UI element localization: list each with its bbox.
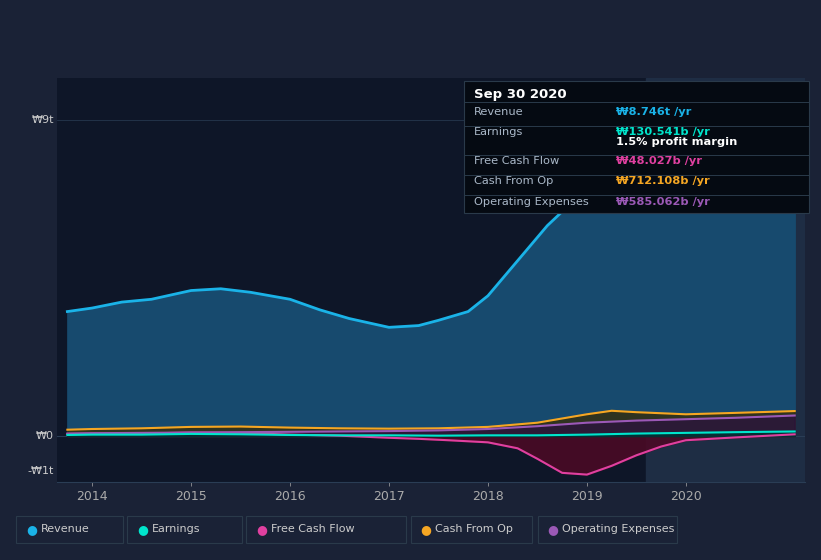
Text: ₩48.027b /yr: ₩48.027b /yr [616, 156, 702, 166]
Text: Operating Expenses: Operating Expenses [474, 197, 589, 207]
Text: Cash From Op: Cash From Op [474, 176, 553, 186]
Text: ₩130.541b /yr: ₩130.541b /yr [616, 127, 709, 137]
Text: ₩9t: ₩9t [31, 115, 53, 125]
Text: ●: ● [137, 522, 148, 536]
Text: Free Cash Flow: Free Cash Flow [271, 524, 355, 534]
Text: Free Cash Flow: Free Cash Flow [474, 156, 559, 166]
Text: ₩0: ₩0 [36, 431, 53, 441]
Text: -₩1t: -₩1t [27, 466, 53, 476]
Text: Earnings: Earnings [474, 127, 523, 137]
Text: 1.5% profit margin: 1.5% profit margin [616, 137, 737, 147]
Text: ●: ● [548, 522, 558, 536]
Text: Revenue: Revenue [474, 107, 523, 117]
Text: ₩585.062b /yr: ₩585.062b /yr [616, 197, 709, 207]
Text: ●: ● [256, 522, 267, 536]
Text: Cash From Op: Cash From Op [435, 524, 513, 534]
Text: Sep 30 2020: Sep 30 2020 [474, 88, 566, 101]
Text: Revenue: Revenue [41, 524, 89, 534]
Text: ₩712.108b /yr: ₩712.108b /yr [616, 176, 709, 186]
Text: Operating Expenses: Operating Expenses [562, 524, 675, 534]
Text: ₩8.746t /yr: ₩8.746t /yr [616, 107, 691, 117]
Text: ●: ● [420, 522, 431, 536]
Text: ●: ● [26, 522, 37, 536]
Bar [646, 78, 805, 482]
Text: Earnings: Earnings [152, 524, 200, 534]
